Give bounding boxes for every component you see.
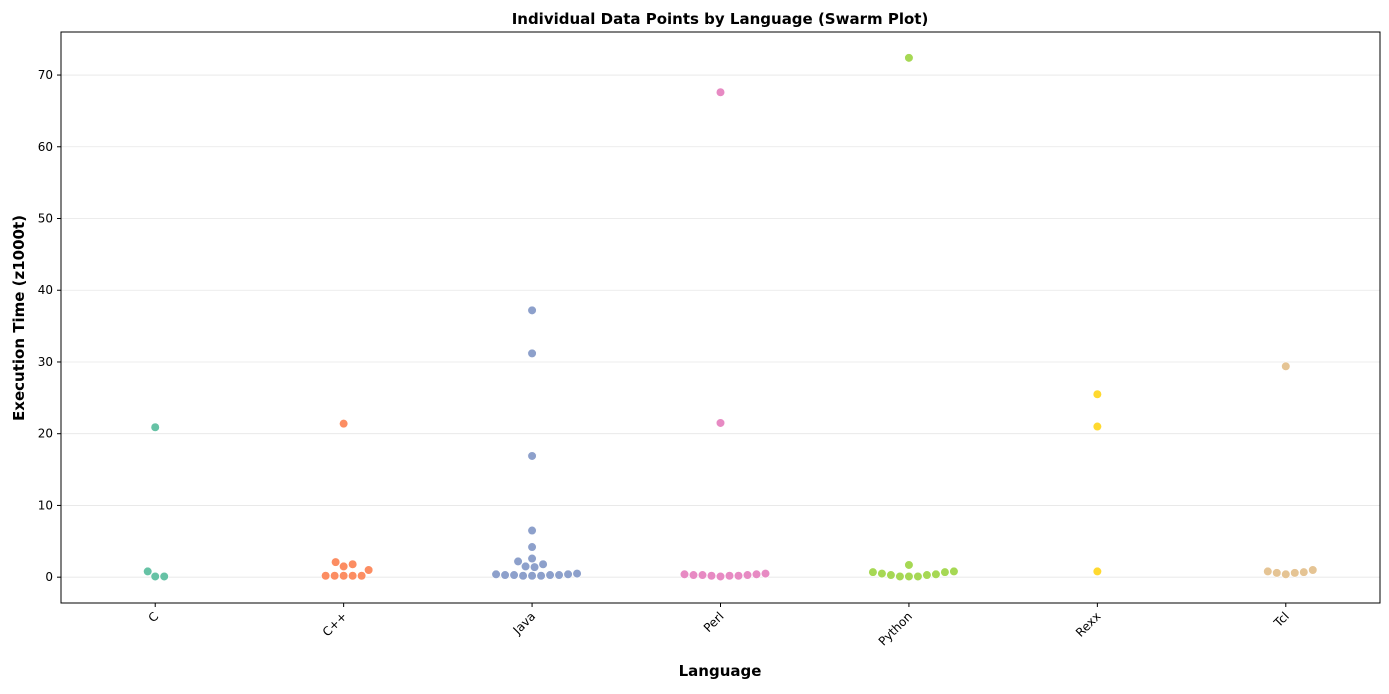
x-tick-label: Tcl bbox=[1271, 609, 1292, 630]
data-point bbox=[339, 571, 349, 581]
data-point bbox=[527, 525, 537, 536]
data-point bbox=[357, 571, 367, 581]
data-point bbox=[1092, 421, 1102, 432]
data-point bbox=[733, 571, 744, 581]
data-point bbox=[527, 542, 537, 552]
data-point bbox=[513, 556, 523, 566]
x-tick-label: C++ bbox=[320, 609, 350, 639]
data-point bbox=[143, 566, 153, 577]
data-point bbox=[697, 570, 708, 580]
y-tick-label: 10 bbox=[38, 498, 53, 512]
data-point bbox=[1272, 568, 1282, 578]
y-tick-label: 0 bbox=[45, 570, 53, 584]
data-point bbox=[491, 569, 501, 579]
data-point bbox=[904, 53, 914, 63]
data-point bbox=[520, 561, 531, 572]
data-point bbox=[706, 571, 717, 581]
data-point bbox=[339, 561, 349, 572]
data-point bbox=[895, 571, 905, 582]
data-point bbox=[1092, 566, 1102, 577]
data-point bbox=[554, 570, 564, 580]
data-point bbox=[868, 567, 878, 577]
y-tick-label: 50 bbox=[38, 212, 53, 226]
data-point bbox=[688, 570, 699, 580]
data-point bbox=[331, 557, 341, 567]
data-point bbox=[913, 571, 923, 582]
data-point bbox=[339, 419, 349, 429]
data-point bbox=[572, 568, 582, 579]
data-point bbox=[538, 559, 548, 569]
data-point bbox=[724, 571, 735, 581]
data-point bbox=[1281, 361, 1291, 371]
data-point bbox=[1299, 567, 1309, 577]
y-tick-label: 70 bbox=[38, 68, 53, 82]
data-point bbox=[527, 451, 537, 461]
data-point bbox=[1281, 569, 1291, 579]
data-point bbox=[949, 566, 959, 577]
data-point bbox=[886, 570, 896, 580]
data-point bbox=[527, 305, 537, 315]
data-point bbox=[321, 571, 331, 581]
data-point bbox=[150, 571, 160, 582]
data-point bbox=[527, 553, 537, 564]
data-point bbox=[527, 348, 537, 358]
data-point bbox=[1308, 565, 1318, 575]
x-tick-label: Python bbox=[876, 609, 915, 648]
y-tick-label: 20 bbox=[38, 427, 53, 441]
data-point bbox=[536, 571, 546, 581]
data-point bbox=[904, 571, 914, 582]
y-axis-title: Execution Time (z1000t) bbox=[10, 215, 28, 421]
data-point bbox=[364, 565, 374, 575]
data-point bbox=[1092, 389, 1102, 399]
data-point bbox=[527, 571, 537, 581]
data-point bbox=[715, 418, 726, 428]
data-point bbox=[348, 559, 358, 569]
data-point bbox=[877, 568, 887, 579]
data-point bbox=[715, 87, 726, 97]
data-point bbox=[500, 570, 510, 580]
data-point bbox=[931, 569, 941, 579]
y-tick-label: 60 bbox=[38, 140, 53, 154]
x-tick-label: Java bbox=[510, 609, 539, 638]
y-tick-label: 30 bbox=[38, 355, 53, 369]
x-tick-label: C bbox=[146, 609, 162, 625]
data-point bbox=[1290, 568, 1300, 578]
data-point bbox=[348, 571, 358, 581]
data-point bbox=[330, 571, 340, 581]
data-point bbox=[751, 569, 762, 579]
x-axis-title: Language bbox=[679, 662, 762, 680]
chart-title: Individual Data Points by Language (Swar… bbox=[512, 10, 929, 28]
data-point bbox=[509, 570, 519, 580]
data-point bbox=[715, 571, 726, 582]
x-tick-label: Perl bbox=[701, 609, 727, 635]
data-point bbox=[545, 570, 555, 580]
data-point bbox=[518, 571, 528, 581]
data-point bbox=[922, 570, 932, 580]
data-point bbox=[159, 571, 169, 582]
y-tick-label: 40 bbox=[38, 283, 53, 297]
x-tick-label: Rexx bbox=[1073, 609, 1104, 640]
data-point bbox=[742, 570, 753, 580]
data-point bbox=[904, 560, 914, 570]
data-point bbox=[1263, 566, 1273, 577]
data-point bbox=[563, 569, 573, 579]
data-point bbox=[760, 568, 771, 579]
data-point bbox=[679, 569, 690, 579]
data-point bbox=[529, 562, 540, 572]
plot-frame bbox=[60, 31, 1381, 604]
data-point bbox=[940, 567, 950, 577]
data-point bbox=[150, 422, 160, 432]
